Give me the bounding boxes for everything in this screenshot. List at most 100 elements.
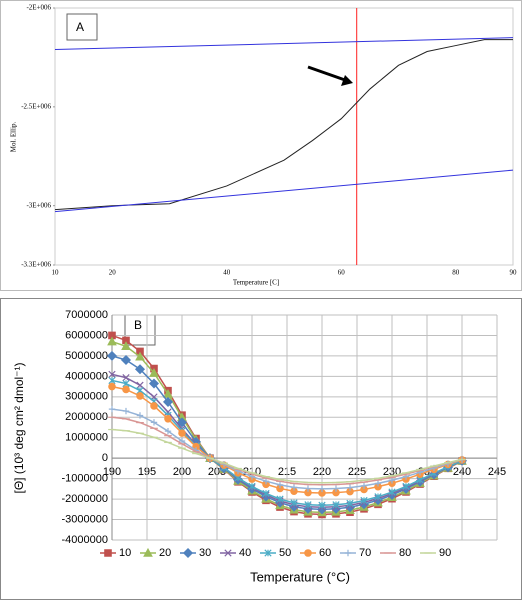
y-tick-label: 6000000 (65, 329, 108, 341)
y-tick-label: -3.3E+006 (21, 261, 51, 269)
legend-marker (224, 549, 232, 557)
marker (149, 367, 159, 377)
marker (388, 477, 396, 484)
x-tick-label: 80 (452, 269, 460, 277)
y-tick-label: 3000000 (65, 391, 108, 403)
legend-label: 20 (159, 547, 171, 559)
marker (150, 402, 158, 410)
marker (108, 376, 116, 385)
panel-b: B Temperature (°C) [Θ] (10³ deg cm² dmol… (12, 309, 506, 585)
series-line (54, 169, 514, 213)
marker (304, 501, 312, 509)
x-tick-label: 60 (338, 269, 346, 277)
marker (318, 489, 326, 497)
legend-label: 70 (359, 547, 371, 559)
x-axis-title: Temperature (°C) (250, 569, 350, 584)
marker (276, 495, 284, 503)
x-axis-title: Temperature [C] (233, 279, 279, 287)
y-tick-label: -2000000 (62, 493, 109, 505)
marker (332, 488, 340, 497)
legend-marker (304, 549, 312, 557)
x-tick-label: 20 (109, 269, 117, 277)
legend-marker (182, 547, 194, 559)
marker (108, 382, 116, 391)
marker (136, 412, 144, 419)
marker (374, 493, 382, 501)
marker (304, 488, 312, 497)
marker (108, 405, 116, 413)
marker (136, 392, 144, 400)
marker (332, 501, 340, 509)
y-tick-label: -2E+006 (26, 4, 51, 12)
marker (346, 499, 354, 507)
legend-marker (344, 549, 352, 557)
marker (136, 381, 144, 389)
series-line (111, 408, 463, 490)
y-tick-label: 0 (102, 452, 108, 464)
marker (150, 419, 158, 426)
annotation-box (66, 13, 98, 41)
marker (122, 336, 130, 345)
marker (360, 482, 368, 489)
y-tick-label: 5000000 (65, 350, 108, 362)
y-tick-label: -4000000 (62, 534, 109, 546)
marker (108, 331, 116, 340)
x-tick-label: 10 (52, 269, 60, 277)
marker (290, 484, 298, 491)
marker (262, 489, 270, 498)
annotation-box (124, 314, 156, 346)
x-tick-label: 90 (510, 269, 518, 277)
marker (402, 482, 410, 491)
annotation: A (76, 20, 84, 34)
marker (148, 378, 160, 389)
marker (332, 485, 340, 492)
legend-marker (104, 549, 112, 557)
marker (318, 501, 326, 509)
marker (374, 480, 382, 487)
series-line (54, 37, 514, 51)
series-line (54, 39, 513, 211)
marker (176, 417, 188, 428)
legend-label: 10 (119, 547, 131, 559)
marker (164, 427, 172, 435)
marker (276, 481, 284, 489)
y-tick-label: -3E+006 (26, 201, 51, 209)
marker (121, 341, 131, 351)
y-tick-label: 1000000 (65, 432, 108, 444)
marker (304, 485, 312, 492)
legend-label: 40 (239, 547, 251, 559)
panel-a: A Temperature [C] Mol. Ellip. -2E+006 -2.… (10, 4, 517, 287)
marker (135, 351, 145, 361)
marker (346, 487, 354, 496)
marker (178, 429, 186, 437)
legend-label: 60 (319, 547, 331, 559)
marker (346, 484, 354, 491)
legend-marker (143, 547, 153, 557)
y-tick-label: 4000000 (65, 370, 108, 382)
legend-label: 30 (199, 547, 211, 559)
marker (360, 496, 368, 505)
panel-b-frame (0, 298, 522, 600)
marker (134, 364, 146, 375)
marker (122, 374, 130, 382)
marker (120, 354, 132, 366)
x-tick-label: 40 (223, 269, 231, 277)
marker (107, 336, 117, 346)
marker (290, 487, 298, 495)
marker (108, 370, 116, 378)
y-tick-label: -2.5E+006 (21, 102, 51, 110)
y-tick-label: 7000000 (65, 309, 108, 321)
marker (290, 499, 298, 507)
marker (360, 485, 368, 494)
marker (106, 350, 118, 361)
arrow-head (341, 75, 353, 86)
arrow (307, 65, 346, 82)
marker (162, 396, 174, 407)
annotation: B (134, 318, 142, 332)
marker (136, 347, 144, 356)
marker (276, 484, 284, 493)
y-axis-title: Mol. Ellip. (10, 121, 18, 152)
y-tick-label: -1000000 (62, 473, 109, 485)
marker (122, 385, 130, 394)
plot-area (54, 7, 514, 266)
